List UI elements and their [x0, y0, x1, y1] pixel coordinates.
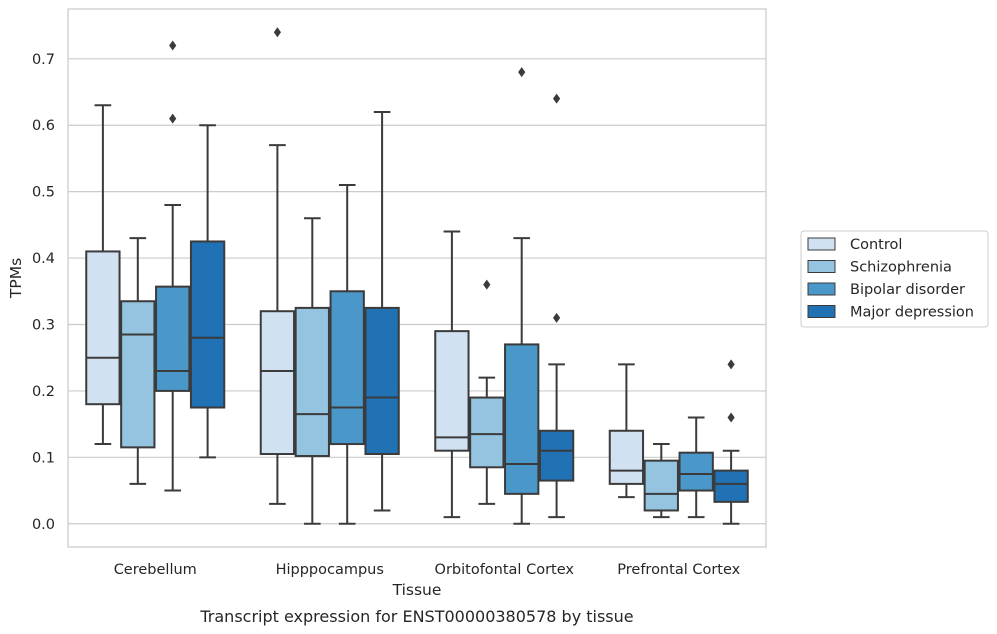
x-tick-label: Cerebellum: [114, 562, 197, 578]
box-iqr: [678, 451, 714, 492]
y-tick-labels: 0.0 0.1 0.2 0.3 0.4 0.5 0.6 0.7: [32, 52, 55, 533]
box-iqr: [469, 396, 505, 469]
legend-label: Major depression: [850, 305, 974, 321]
box-bipolar-disorder: [504, 67, 540, 525]
box-bipolar-disorder: [155, 40, 191, 492]
outlier-point: [727, 359, 735, 370]
box-iqr: [85, 250, 121, 406]
box-iqr: [538, 429, 575, 482]
x-tick-label: Prefrontal Cortex: [617, 562, 740, 578]
box-iqr: [259, 310, 296, 456]
box-schizophrenia: [294, 217, 330, 525]
box-major-depression: [538, 93, 575, 519]
box-iqr: [155, 285, 191, 392]
legend-label: Bipolar disorder: [850, 282, 965, 298]
box-iqr: [294, 306, 330, 458]
outlier-point: [727, 412, 735, 423]
box-schizophrenia: [120, 237, 156, 485]
box-control: [85, 104, 121, 446]
outlier-point: [553, 312, 561, 323]
x-tick-label: Hipppocampus: [276, 562, 384, 578]
x-tick-label: Orbitofontal Cortex: [435, 562, 575, 578]
box-iqr: [364, 306, 400, 456]
box-control: [259, 27, 296, 505]
y-tick-label: 0.4: [32, 251, 55, 267]
box-major-depression: [189, 124, 226, 459]
box-iqr: [329, 290, 365, 446]
box-iqr: [189, 240, 226, 409]
legend-label: Schizophrenia: [850, 260, 952, 276]
box-iqr: [504, 343, 540, 495]
y-tick-label: 0.2: [32, 384, 55, 400]
legend-swatch: [807, 282, 836, 296]
box-iqr: [608, 429, 645, 485]
outlier-point: [553, 93, 561, 104]
box-schizophrenia: [469, 279, 505, 505]
outlier-point: [518, 67, 526, 78]
outlier-point: [483, 279, 491, 290]
y-tick-label: 0.1: [32, 450, 55, 466]
box-major-depression: [364, 110, 400, 512]
outlier-point: [169, 113, 177, 124]
legend-swatch: [807, 237, 836, 251]
y-tick-label: 0.0: [32, 517, 55, 533]
y-tick-label: 0.7: [32, 52, 55, 68]
y-axis-label: TPMs: [7, 258, 25, 299]
outlier-point: [273, 27, 281, 38]
box-control: [434, 230, 470, 519]
legend-swatch: [807, 260, 836, 273]
outlier-point: [169, 40, 177, 51]
y-tick-label: 0.3: [32, 317, 55, 333]
box-major-depression: [713, 359, 749, 525]
box-bipolar-disorder: [678, 416, 714, 519]
x-axis-label: Tissue: [392, 581, 442, 599]
box-bipolar-disorder: [329, 184, 365, 525]
legend-frame: [800, 230, 989, 328]
box-schizophrenia: [643, 443, 679, 519]
legend: Control Schizophrenia Bipolar disorder Majo…: [800, 230, 989, 328]
box-iqr: [713, 469, 749, 503]
box-iqr: [120, 300, 156, 449]
legend-swatch: [807, 305, 836, 318]
x-tick-labels: Cerebellum Hipppocampus Orbitofontal Corte…: [114, 562, 741, 578]
y-tick-label: 0.5: [32, 185, 55, 201]
chart-caption: Transcript expression for ENST0000038057…: [199, 607, 633, 626]
plot-frame: [67, 8, 767, 548]
box-series: [85, 27, 749, 525]
box-iqr: [643, 459, 679, 512]
box-control: [608, 363, 645, 499]
legend-label: Control: [850, 237, 902, 253]
box-iqr: [434, 330, 470, 452]
y-tick-label: 0.6: [32, 118, 55, 134]
